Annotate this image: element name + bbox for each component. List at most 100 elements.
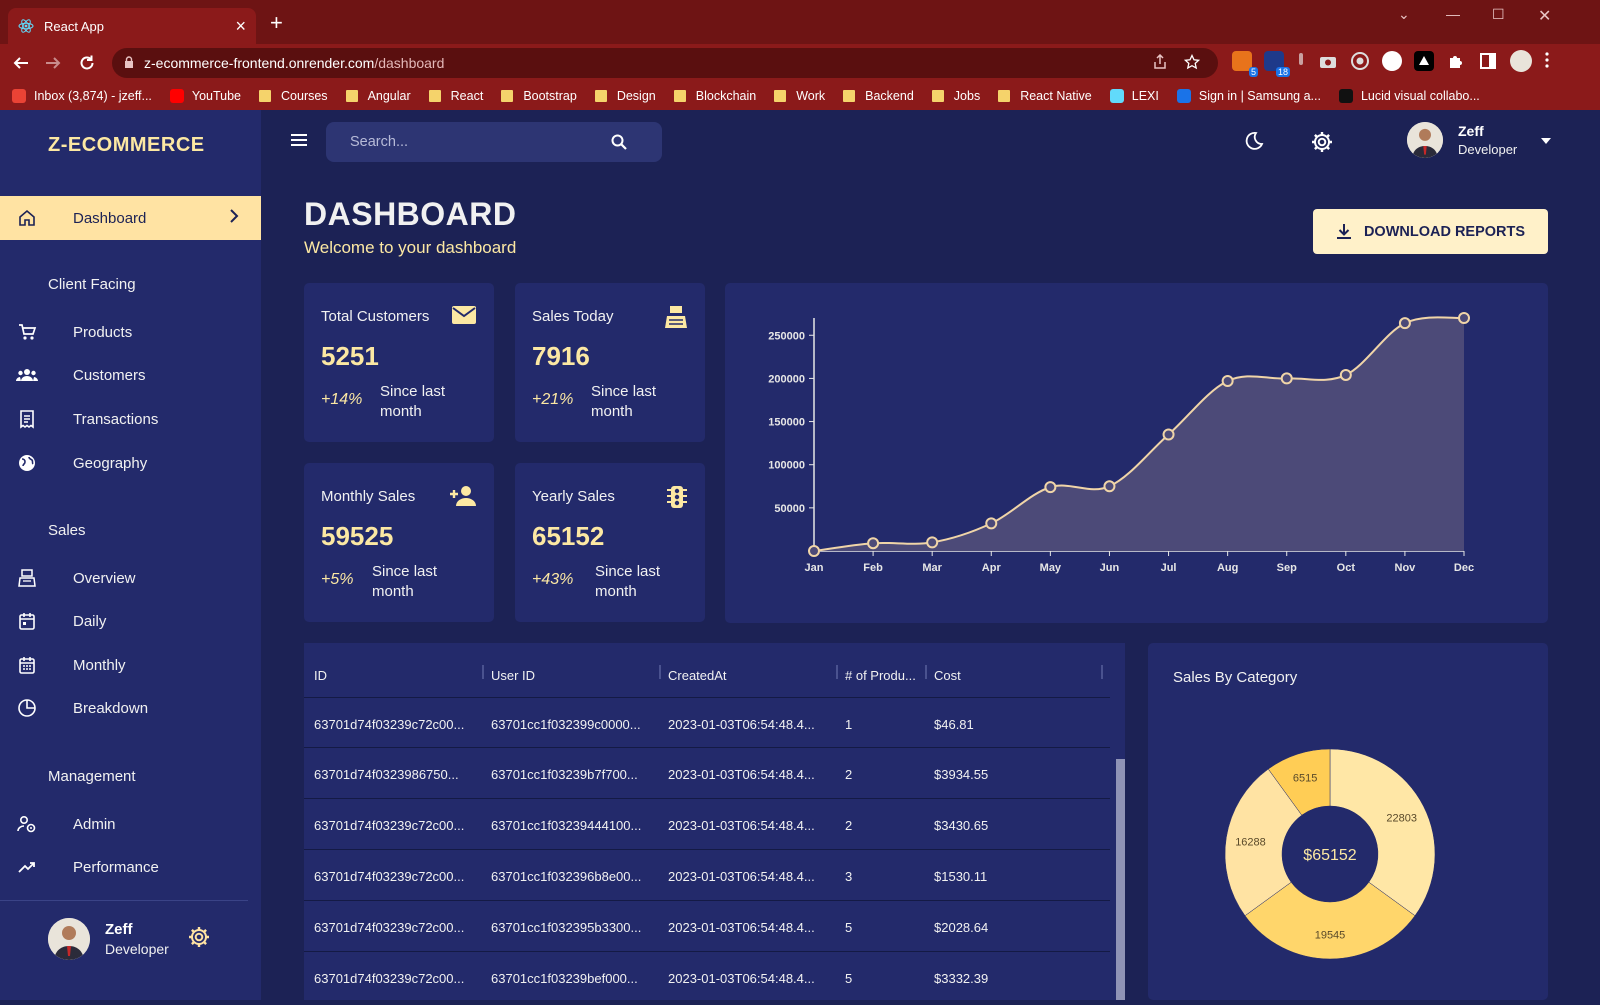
column-separator[interactable]	[482, 665, 484, 679]
forward-icon[interactable]	[42, 52, 64, 74]
code-extension-icon[interactable]	[1382, 51, 1402, 71]
stat-label: Sales Today	[532, 308, 614, 325]
table-row[interactable]: 63701d74f03239c72c00... 63701cc1f03239bef…	[304, 952, 1110, 1000]
sidebar-item-admin[interactable]: Admin	[0, 802, 261, 846]
data-point[interactable]	[808, 545, 820, 557]
bookmark-item[interactable]: Bootstrap	[501, 89, 577, 103]
sidebar-item-overview[interactable]: Overview	[0, 556, 261, 600]
column-header[interactable]: User ID	[491, 668, 536, 683]
bookmark-item[interactable]: Sign in | Samsung a...	[1176, 89, 1321, 103]
sidebar-item-products[interactable]: Products	[0, 310, 261, 354]
sidebar-item-dashboard[interactable]: Dashboard	[0, 196, 261, 240]
column-header[interactable]: ID	[314, 668, 327, 683]
table-row[interactable]: 63701d74f0323986750... 63701cc1f03239b7f7…	[304, 748, 1110, 799]
bookmark-item[interactable]: Work	[774, 89, 825, 103]
profile-avatar[interactable]	[1510, 50, 1532, 72]
column-separator[interactable]	[659, 665, 661, 679]
brand-logo[interactable]: Z-ECOMMERCE	[48, 134, 205, 156]
data-point[interactable]	[1221, 374, 1234, 387]
data-point[interactable]	[1162, 428, 1175, 441]
column-header[interactable]: Cost	[934, 668, 961, 683]
bookmark-item[interactable]: YouTube	[169, 89, 241, 103]
bookmark-item[interactable]: Backend	[843, 89, 914, 103]
arrow-drop-down-icon[interactable]	[1541, 131, 1552, 149]
download-reports-button[interactable]: DOWNLOAD REPORTS	[1313, 209, 1548, 254]
table-cell: 2023-01-03T06:54:48.4...	[668, 971, 815, 986]
sales-area-chart[interactable]: 50000 100000 150000 200000 250000 Jan Feb Mar Ap…	[725, 283, 1548, 623]
bookmark-item[interactable]: React	[428, 89, 483, 103]
table-row[interactable]: 63701d74f03239c72c00... 63701cc1f032396b8…	[304, 850, 1110, 901]
sidepanel-icon[interactable]	[1478, 51, 1498, 71]
sidebar-item-transactions[interactable]: Transactions	[0, 397, 261, 441]
sales-by-category-chart[interactable]: 22803 19545 16288 6515 $65152	[1148, 643, 1548, 1000]
pie-slice[interactable]	[1224, 768, 1303, 917]
bookmark-item[interactable]: Blockchain	[673, 89, 756, 103]
table-cell: 2	[845, 818, 853, 833]
address-bar[interactable]: z-ecommerce-frontend.onrender.com/dashbo…	[112, 48, 1218, 78]
browser-tab[interactable]: React App ×	[8, 8, 256, 44]
bookmark-item[interactable]: Angular	[345, 89, 411, 103]
bookmark-item[interactable]: Courses	[259, 89, 328, 103]
puzzle-extensions-icon[interactable]	[1446, 51, 1466, 71]
sidebar-item-daily[interactable]: Daily	[0, 599, 261, 643]
column-header[interactable]: # of Produ...	[845, 668, 916, 683]
data-point[interactable]	[1398, 317, 1411, 330]
topbar-user-menu[interactable]: Zeff Developer	[1407, 122, 1552, 158]
data-point[interactable]	[1044, 481, 1057, 494]
data-point[interactable]	[1103, 480, 1116, 493]
bookmark-item[interactable]: LEXI	[1109, 89, 1159, 103]
reload-icon[interactable]	[76, 52, 98, 74]
bookmark-item[interactable]: Inbox (3,874) - jzeff...	[12, 89, 152, 103]
translate-extension-icon[interactable]: 18	[1264, 51, 1290, 77]
column-header[interactable]: CreatedAt	[668, 668, 727, 683]
table-row[interactable]: 63701d74f03239c72c00... 63701cc1f032395b3…	[304, 901, 1110, 952]
data-point[interactable]	[1339, 368, 1352, 381]
dropper-extension-icon[interactable]	[1296, 51, 1306, 71]
data-point[interactable]	[1280, 372, 1293, 385]
table-row[interactable]: 63701d74f03239c72c00... 63701cc1f032399c0…	[304, 697, 1110, 748]
column-separator[interactable]	[925, 665, 927, 679]
column-separator[interactable]	[836, 665, 838, 679]
settings-icon[interactable]	[1310, 130, 1334, 159]
vercel-extension-icon[interactable]	[1414, 51, 1434, 71]
search-input[interactable]: Search...	[326, 122, 662, 162]
table-cell: 63701cc1f032399c0000...	[491, 717, 641, 732]
bookmark-star-icon[interactable]	[1183, 53, 1201, 73]
sidebar-item-geography[interactable]: Geography	[0, 441, 261, 485]
menu-icon[interactable]	[289, 132, 309, 153]
sidebar-item-customers[interactable]: Customers	[0, 353, 261, 397]
new-tab-icon[interactable]: +	[270, 10, 283, 35]
pie-slice[interactable]	[1329, 748, 1436, 917]
window-close-icon[interactable]: ✕	[1538, 8, 1552, 25]
sidebar-user[interactable]: Zeff Developer	[48, 918, 211, 960]
bookmark-item[interactable]: Design	[594, 89, 656, 103]
share-icon[interactable]	[1152, 53, 1168, 73]
sidebar-item-breakdown[interactable]: Breakdown	[0, 686, 261, 730]
minimize-icon[interactable]: —	[1446, 6, 1460, 22]
bookmark-item[interactable]: Lucid visual collabo...	[1338, 89, 1480, 103]
pie-slice[interactable]	[1267, 748, 1331, 816]
sidebar-item-performance[interactable]: Performance	[0, 845, 261, 889]
tab-search-icon[interactable]: ⌄	[1398, 6, 1410, 22]
data-point[interactable]	[1458, 312, 1470, 324]
dark-mode-icon[interactable]	[1242, 130, 1264, 157]
column-separator[interactable]	[1101, 665, 1103, 679]
bookmark-item[interactable]: React Native	[998, 89, 1092, 103]
close-tab-icon[interactable]: ×	[235, 16, 246, 36]
bookmark-item[interactable]: Jobs	[931, 89, 980, 103]
sidebar-item-monthly[interactable]: Monthly	[0, 643, 261, 687]
target-extension-icon[interactable]	[1350, 51, 1370, 71]
metamask-extension-icon[interactable]: 5	[1232, 51, 1258, 77]
data-point[interactable]	[985, 517, 998, 530]
data-point[interactable]	[867, 537, 880, 550]
camera-extension-icon[interactable]	[1318, 51, 1338, 71]
more-menu-icon[interactable]	[1544, 51, 1554, 71]
table-row[interactable]: 63701d74f03239c72c00... 63701cc1f03239444…	[304, 799, 1110, 850]
back-icon[interactable]	[10, 52, 32, 74]
search-icon[interactable]	[610, 133, 628, 155]
data-point[interactable]	[926, 536, 939, 549]
pie-slice[interactable]	[1244, 881, 1416, 960]
maximize-icon[interactable]: ☐	[1492, 6, 1505, 22]
table-scrollbar[interactable]	[1116, 759, 1125, 1000]
gear-icon[interactable]	[187, 925, 211, 954]
